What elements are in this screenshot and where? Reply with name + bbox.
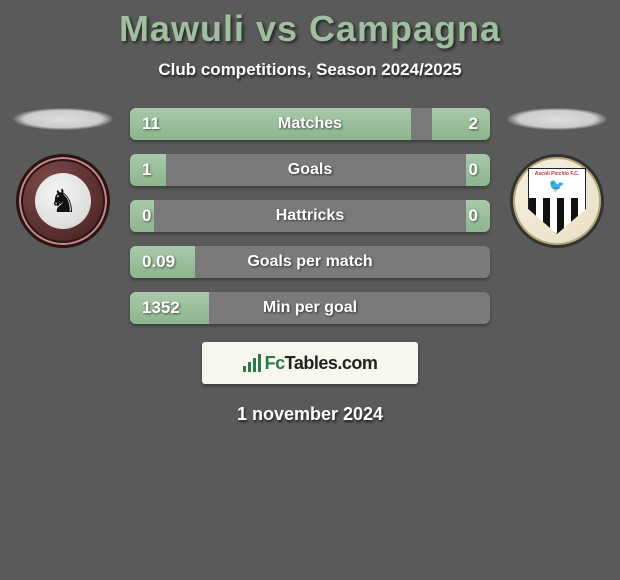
horse-icon: ♞ xyxy=(35,173,91,229)
stat-left-value: 0.09 xyxy=(130,246,195,278)
bars-icon xyxy=(243,354,261,372)
branding-text: FcTables.com xyxy=(265,353,378,374)
left-team-crest: ♞ xyxy=(16,154,110,248)
stat-left-value: 11 xyxy=(130,108,411,140)
branding-prefix: Fc xyxy=(265,353,285,373)
stat-track xyxy=(166,154,466,186)
stat-left-value: 1352 xyxy=(130,292,209,324)
shield-icon: Ascoli Picchio F.C. 🐦 xyxy=(528,168,586,234)
shadow-ellipse xyxy=(13,108,113,130)
branding-suffix: Tables.com xyxy=(285,353,378,373)
stat-row: 112Matches xyxy=(130,108,490,140)
page-title: Mawuli vs Campagna xyxy=(0,8,620,50)
stat-track xyxy=(154,200,466,232)
main-row: ♞ 112Matches10Goals00Hattricks0.09Goals … xyxy=(0,108,620,324)
stat-left-value: 1 xyxy=(130,154,166,186)
stats-column: 112Matches10Goals00Hattricks0.09Goals pe… xyxy=(130,108,490,324)
stat-track xyxy=(209,292,490,324)
shield-text: Ascoli Picchio F.C. xyxy=(529,171,585,177)
comparison-card: Mawuli vs Campagna Club competitions, Se… xyxy=(0,0,620,425)
bird-icon: 🐦 xyxy=(549,178,565,194)
stat-row: 10Goals xyxy=(130,154,490,186)
branding-badge: FcTables.com xyxy=(202,342,418,384)
stat-right-value: 2 xyxy=(432,108,490,140)
stat-left-value: 0 xyxy=(130,200,154,232)
right-team-crest: Ascoli Picchio F.C. 🐦 xyxy=(510,154,604,248)
footer-date: 1 november 2024 xyxy=(0,404,620,425)
stat-row: 1352Min per goal xyxy=(130,292,490,324)
left-team-column: ♞ xyxy=(8,108,118,248)
stat-row: 00Hattricks xyxy=(130,200,490,232)
right-team-column: Ascoli Picchio F.C. 🐦 xyxy=(502,108,612,248)
stat-right-value: 0 xyxy=(466,154,490,186)
stat-track xyxy=(195,246,490,278)
shadow-ellipse xyxy=(507,108,607,130)
page-subtitle: Club competitions, Season 2024/2025 xyxy=(0,60,620,80)
stat-track xyxy=(411,108,433,140)
stat-row: 0.09Goals per match xyxy=(130,246,490,278)
stat-right-value: 0 xyxy=(466,200,490,232)
